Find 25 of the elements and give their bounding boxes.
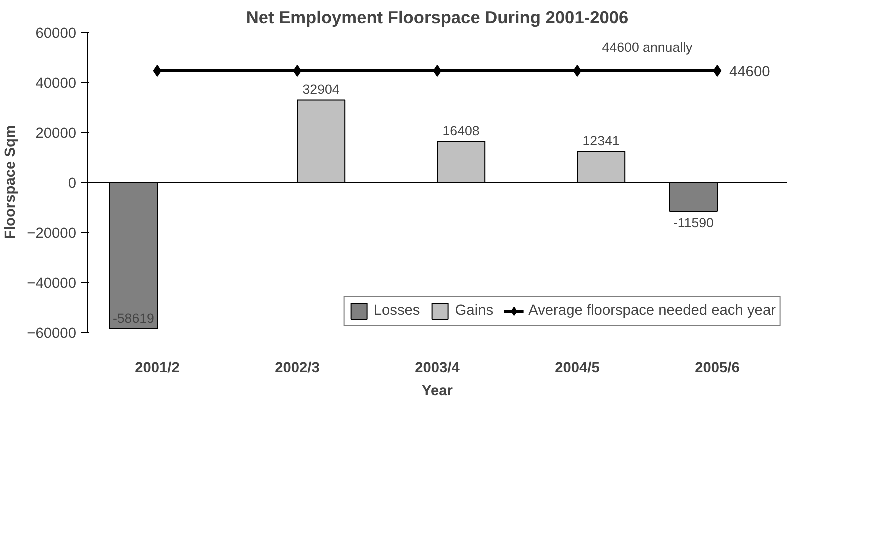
y-tick-label: −60000: [27, 326, 77, 342]
x-tick-label: 2004/5: [555, 360, 600, 376]
x-tick-label: 2001/2: [135, 360, 180, 376]
legend-label: Gains: [455, 303, 494, 319]
x-tick-label: 2003/4: [415, 360, 461, 376]
data-label: 32904: [302, 82, 340, 98]
x-tick-label: 2002/3: [275, 360, 320, 376]
legend-label: Average floorspace needed each year: [528, 303, 776, 319]
y-tick-label: 0: [68, 176, 77, 192]
data-label: -11590: [673, 215, 714, 230]
y-tick-label: 60000: [36, 26, 77, 42]
y-axis-title: Floorspace Sqm: [3, 125, 20, 240]
y-tick-label: 40000: [36, 76, 77, 92]
x-axis-title: Year: [422, 384, 454, 400]
data-label: 16408: [442, 123, 480, 138]
data-label: 12341: [582, 134, 620, 149]
chart-title: Net Employment Floorspace During 2001-2006: [246, 8, 630, 28]
y-tick-label: 20000: [36, 126, 77, 142]
data-label: 44600: [730, 64, 770, 80]
x-tick-label: 2005/6: [695, 360, 740, 376]
annotation: 44600 annually: [602, 40, 694, 55]
data-label: -58619: [112, 311, 154, 326]
y-tick-label: −40000: [27, 276, 77, 292]
y-tick-label: −20000: [27, 226, 77, 242]
legend-label: Losses: [374, 303, 420, 319]
